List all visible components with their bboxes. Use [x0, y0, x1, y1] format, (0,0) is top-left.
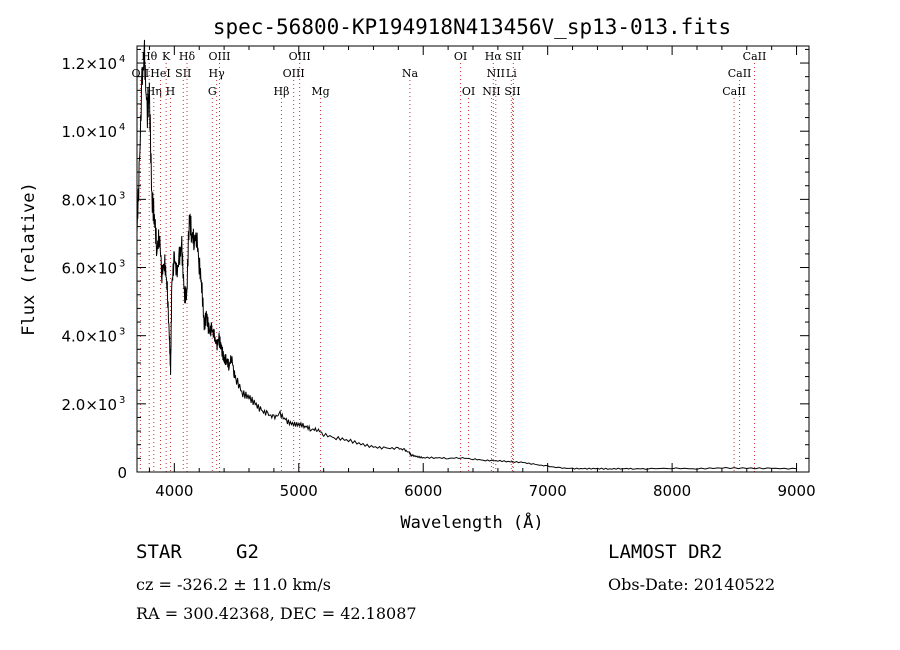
spectral-line-label: Mg [311, 85, 329, 98]
y-tick-exponent: 3 [119, 395, 125, 406]
y-tick-exponent: 3 [119, 259, 125, 270]
y-tick-label: 2.0×10 [61, 396, 117, 414]
object-subclass: G2 [236, 541, 259, 563]
spectral-line-label: Hθ [141, 50, 158, 63]
spectral-line-label: Hα [485, 50, 503, 63]
spectral-line-label: OI [462, 85, 475, 98]
x-tick-label: 4000 [155, 482, 193, 500]
spectral-line-label: Li [506, 67, 517, 80]
x-axis: 4000 5000 6000 7000 8000 9000 [148, 46, 816, 500]
observation-date: Obs-Date: 20140522 [608, 575, 776, 594]
spectral-line-label: SII [504, 85, 520, 98]
y-tick-label: 1.0×10 [61, 123, 117, 141]
spectral-line-label: Hγ [209, 67, 226, 80]
chart-title: spec-56800-KP194918N413456V_sp13-013.fit… [213, 15, 731, 39]
spectral-line-label: OIII [289, 50, 311, 63]
spectral-line-label: H [166, 85, 176, 98]
survey-name: LAMOST DR2 [608, 541, 723, 563]
spectral-line-label: K [162, 50, 171, 63]
spectral-line-label: SII [175, 67, 191, 80]
spectral-line-label: Hδ [179, 50, 196, 63]
y-tick-label: 1.2×10 [61, 55, 117, 73]
spectral-line-label: NII [482, 85, 500, 98]
y-axis: 02.0×10 34.0×10 36.0×10 38.0×10 31.0×10 41.2×… [61, 48, 809, 482]
y-tick-label: 8.0×10 [61, 191, 117, 209]
x-tick-label: 9000 [777, 482, 815, 500]
object-class: STAR [136, 541, 182, 563]
y-tick-label: 0 [117, 464, 127, 482]
y-tick-label: 4.0×10 [61, 328, 117, 346]
spectral-line-label: OII [132, 67, 150, 80]
spectral-line-label: Hβ [274, 85, 290, 98]
spectral-line-label: OIII [283, 67, 305, 80]
spectral-line-label: CaII [743, 50, 767, 63]
spectral-line-label: SII [505, 50, 521, 63]
x-axis-label: Wavelength (Å) [400, 511, 543, 533]
y-tick-exponent: 3 [119, 190, 125, 201]
spectral-line-label: HeI [150, 67, 170, 80]
spectral-line-label: OIII [208, 50, 230, 63]
redshift-velocity: cz = -326.2 ± 11.0 km/s [136, 575, 331, 594]
spectrum-chart: spec-56800-KP194918N413456V_sp13-013.fit… [19, 15, 816, 533]
x-tick-label: 6000 [404, 482, 442, 500]
spectral-line-label: OI [454, 50, 467, 63]
spectral-line-label: CaII [728, 67, 752, 80]
spectral-line-label: CaII [722, 85, 746, 98]
spectrum-line [136, 39, 797, 470]
x-tick-label: 7000 [529, 482, 567, 500]
y-axis-label: Flux (relative) [19, 182, 39, 336]
y-tick-exponent: 4 [119, 54, 125, 65]
y-tick-exponent: 4 [119, 122, 125, 133]
coordinates: RA = 300.42368, DEC = 42.18087 [136, 604, 417, 623]
spectral-line-label: NII [487, 67, 505, 80]
y-tick-label: 6.0×10 [61, 260, 117, 278]
x-tick-label: 5000 [280, 482, 318, 500]
spectral-line-label: G [208, 85, 217, 98]
plot-frame [136, 45, 810, 473]
y-tick-exponent: 3 [119, 327, 125, 338]
x-tick-label: 8000 [653, 482, 691, 500]
spectral-line-label: Na [402, 67, 419, 80]
